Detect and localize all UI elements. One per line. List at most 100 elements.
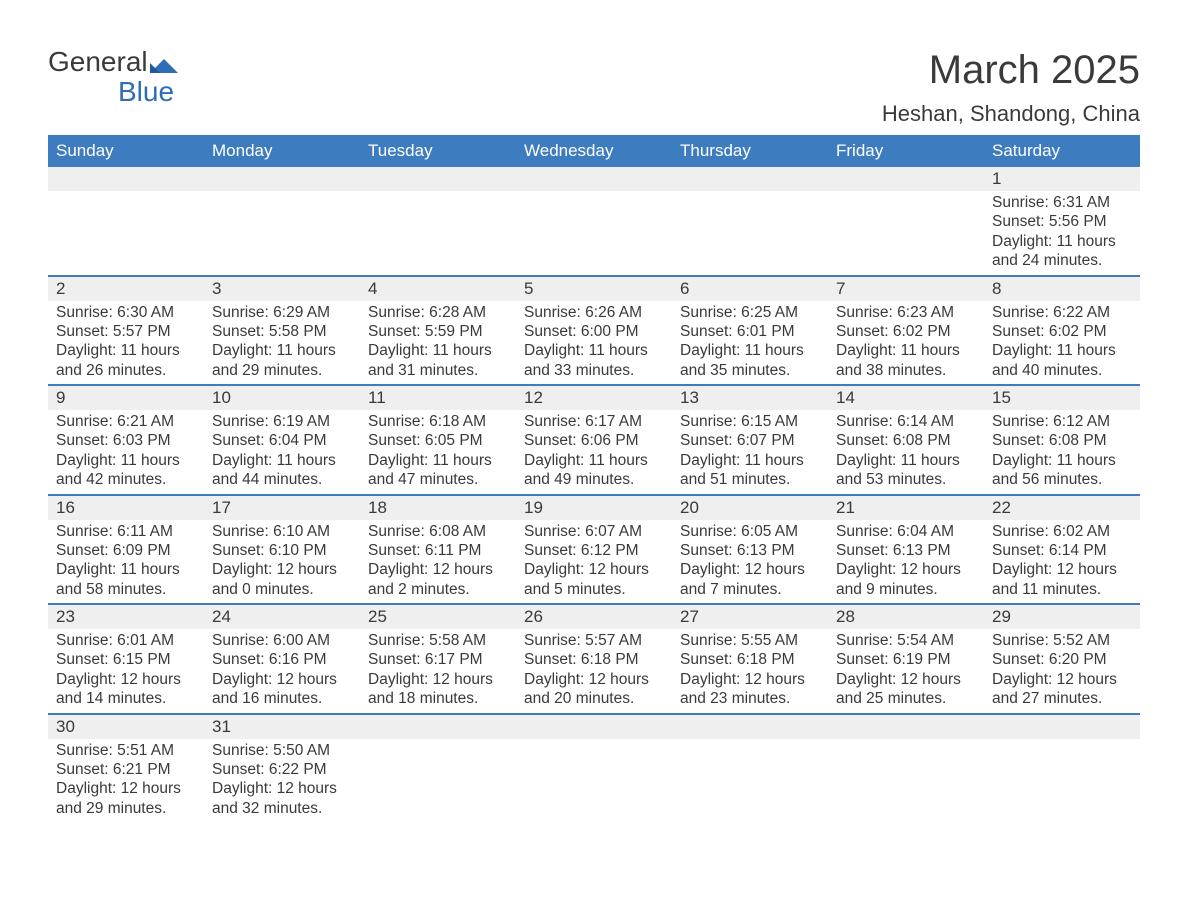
day-line-d1: Daylight: 11 hours bbox=[212, 341, 352, 360]
day-line-d1: Daylight: 11 hours bbox=[56, 341, 196, 360]
day-number-cell: 12 bbox=[516, 385, 672, 410]
day-line-sunrise: Sunrise: 5:55 AM bbox=[680, 631, 820, 650]
day-line-sunset: Sunset: 5:59 PM bbox=[368, 322, 508, 341]
day-line-d2: and 7 minutes. bbox=[680, 580, 820, 599]
day-line-sunset: Sunset: 6:06 PM bbox=[524, 431, 664, 450]
day-line-sunrise: Sunrise: 6:10 AM bbox=[212, 522, 352, 541]
day-line-d2: and 40 minutes. bbox=[992, 361, 1132, 380]
day-line-d2: and 33 minutes. bbox=[524, 361, 664, 380]
day-number-cell: 2 bbox=[48, 276, 204, 301]
day-line-sunrise: Sunrise: 6:11 AM bbox=[56, 522, 196, 541]
day-number-cell: 5 bbox=[516, 276, 672, 301]
day-line-d2: and 49 minutes. bbox=[524, 470, 664, 489]
day-line-sunrise: Sunrise: 6:29 AM bbox=[212, 303, 352, 322]
day-line-d2: and 11 minutes. bbox=[992, 580, 1132, 599]
logo-flag-icon bbox=[150, 50, 178, 78]
day-line-d2: and 2 minutes. bbox=[368, 580, 508, 599]
day-content-cell: Sunrise: 6:10 AMSunset: 6:10 PMDaylight:… bbox=[204, 520, 360, 605]
day-content-cell: Sunrise: 5:58 AMSunset: 6:17 PMDaylight:… bbox=[360, 629, 516, 714]
day-line-d1: Daylight: 11 hours bbox=[992, 232, 1132, 251]
page-subtitle: Heshan, Shandong, China bbox=[882, 101, 1140, 127]
day-line-d2: and 42 minutes. bbox=[56, 470, 196, 489]
day-number-cell bbox=[828, 167, 984, 191]
day-number-cell: 30 bbox=[48, 714, 204, 739]
weekday-header: Friday bbox=[828, 135, 984, 167]
day-number-cell: 19 bbox=[516, 495, 672, 520]
day-content-cell: Sunrise: 5:51 AMSunset: 6:21 PMDaylight:… bbox=[48, 739, 204, 823]
day-line-sunrise: Sunrise: 6:00 AM bbox=[212, 631, 352, 650]
day-number-cell: 4 bbox=[360, 276, 516, 301]
weekday-header: Sunday bbox=[48, 135, 204, 167]
day-line-d1: Daylight: 12 hours bbox=[680, 560, 820, 579]
day-number-cell: 10 bbox=[204, 385, 360, 410]
day-line-sunset: Sunset: 6:08 PM bbox=[992, 431, 1132, 450]
daynum-row: 23242526272829 bbox=[48, 604, 1140, 629]
day-content-cell: Sunrise: 6:15 AMSunset: 6:07 PMDaylight:… bbox=[672, 410, 828, 495]
day-line-sunrise: Sunrise: 6:15 AM bbox=[680, 412, 820, 431]
day-line-sunset: Sunset: 6:13 PM bbox=[836, 541, 976, 560]
day-number-cell bbox=[672, 714, 828, 739]
logo-word1: General bbox=[48, 48, 178, 78]
day-content-cell: Sunrise: 6:28 AMSunset: 5:59 PMDaylight:… bbox=[360, 301, 516, 386]
day-number-cell: 7 bbox=[828, 276, 984, 301]
day-content-cell bbox=[672, 191, 828, 276]
day-content-cell: Sunrise: 6:05 AMSunset: 6:13 PMDaylight:… bbox=[672, 520, 828, 605]
day-line-sunrise: Sunrise: 6:12 AM bbox=[992, 412, 1132, 431]
day-line-sunrise: Sunrise: 6:08 AM bbox=[368, 522, 508, 541]
day-line-d1: Daylight: 12 hours bbox=[56, 670, 196, 689]
day-content-cell: Sunrise: 6:23 AMSunset: 6:02 PMDaylight:… bbox=[828, 301, 984, 386]
day-line-sunrise: Sunrise: 5:51 AM bbox=[56, 741, 196, 760]
day-line-d1: Daylight: 11 hours bbox=[992, 451, 1132, 470]
day-line-sunset: Sunset: 6:18 PM bbox=[524, 650, 664, 669]
day-line-d2: and 18 minutes. bbox=[368, 689, 508, 708]
day-number-cell: 14 bbox=[828, 385, 984, 410]
day-line-d1: Daylight: 11 hours bbox=[992, 341, 1132, 360]
content-row: Sunrise: 6:01 AMSunset: 6:15 PMDaylight:… bbox=[48, 629, 1140, 714]
day-line-sunset: Sunset: 6:12 PM bbox=[524, 541, 664, 560]
day-line-d2: and 24 minutes. bbox=[992, 251, 1132, 270]
day-line-sunrise: Sunrise: 6:14 AM bbox=[836, 412, 976, 431]
day-number-cell bbox=[516, 167, 672, 191]
day-line-d1: Daylight: 11 hours bbox=[524, 341, 664, 360]
day-content-cell: Sunrise: 6:07 AMSunset: 6:12 PMDaylight:… bbox=[516, 520, 672, 605]
day-line-sunset: Sunset: 6:17 PM bbox=[368, 650, 508, 669]
day-content-cell bbox=[672, 739, 828, 823]
day-content-cell: Sunrise: 6:26 AMSunset: 6:00 PMDaylight:… bbox=[516, 301, 672, 386]
day-line-d1: Daylight: 11 hours bbox=[368, 451, 508, 470]
day-number-cell: 21 bbox=[828, 495, 984, 520]
daynum-row: 2345678 bbox=[48, 276, 1140, 301]
day-line-d1: Daylight: 12 hours bbox=[368, 670, 508, 689]
day-line-d2: and 16 minutes. bbox=[212, 689, 352, 708]
day-number-cell: 15 bbox=[984, 385, 1140, 410]
day-line-d1: Daylight: 12 hours bbox=[992, 670, 1132, 689]
day-content-cell: Sunrise: 6:21 AMSunset: 6:03 PMDaylight:… bbox=[48, 410, 204, 495]
day-line-d2: and 25 minutes. bbox=[836, 689, 976, 708]
day-line-sunset: Sunset: 5:58 PM bbox=[212, 322, 352, 341]
day-line-sunset: Sunset: 6:03 PM bbox=[56, 431, 196, 450]
day-number-cell: 3 bbox=[204, 276, 360, 301]
day-content-cell: Sunrise: 6:22 AMSunset: 6:02 PMDaylight:… bbox=[984, 301, 1140, 386]
day-line-d1: Daylight: 11 hours bbox=[368, 341, 508, 360]
header: General Blue March 2025 Heshan, Shandong… bbox=[48, 48, 1140, 127]
day-content-cell: Sunrise: 6:04 AMSunset: 6:13 PMDaylight:… bbox=[828, 520, 984, 605]
day-number-cell bbox=[48, 167, 204, 191]
day-line-d1: Daylight: 11 hours bbox=[524, 451, 664, 470]
day-line-d2: and 32 minutes. bbox=[212, 799, 352, 818]
day-line-sunset: Sunset: 6:05 PM bbox=[368, 431, 508, 450]
day-line-d2: and 9 minutes. bbox=[836, 580, 976, 599]
day-line-sunset: Sunset: 6:07 PM bbox=[680, 431, 820, 450]
day-number-cell: 11 bbox=[360, 385, 516, 410]
day-line-sunset: Sunset: 6:00 PM bbox=[524, 322, 664, 341]
day-content-cell: Sunrise: 5:50 AMSunset: 6:22 PMDaylight:… bbox=[204, 739, 360, 823]
day-line-sunrise: Sunrise: 6:05 AM bbox=[680, 522, 820, 541]
content-row: Sunrise: 6:30 AMSunset: 5:57 PMDaylight:… bbox=[48, 301, 1140, 386]
day-line-sunrise: Sunrise: 6:04 AM bbox=[836, 522, 976, 541]
day-line-sunrise: Sunrise: 6:22 AM bbox=[992, 303, 1132, 322]
day-line-d1: Daylight: 11 hours bbox=[212, 451, 352, 470]
day-line-d2: and 5 minutes. bbox=[524, 580, 664, 599]
day-number-cell bbox=[672, 167, 828, 191]
day-line-d2: and 44 minutes. bbox=[212, 470, 352, 489]
daynum-row: 16171819202122 bbox=[48, 495, 1140, 520]
day-number-cell bbox=[828, 714, 984, 739]
day-line-sunset: Sunset: 6:10 PM bbox=[212, 541, 352, 560]
